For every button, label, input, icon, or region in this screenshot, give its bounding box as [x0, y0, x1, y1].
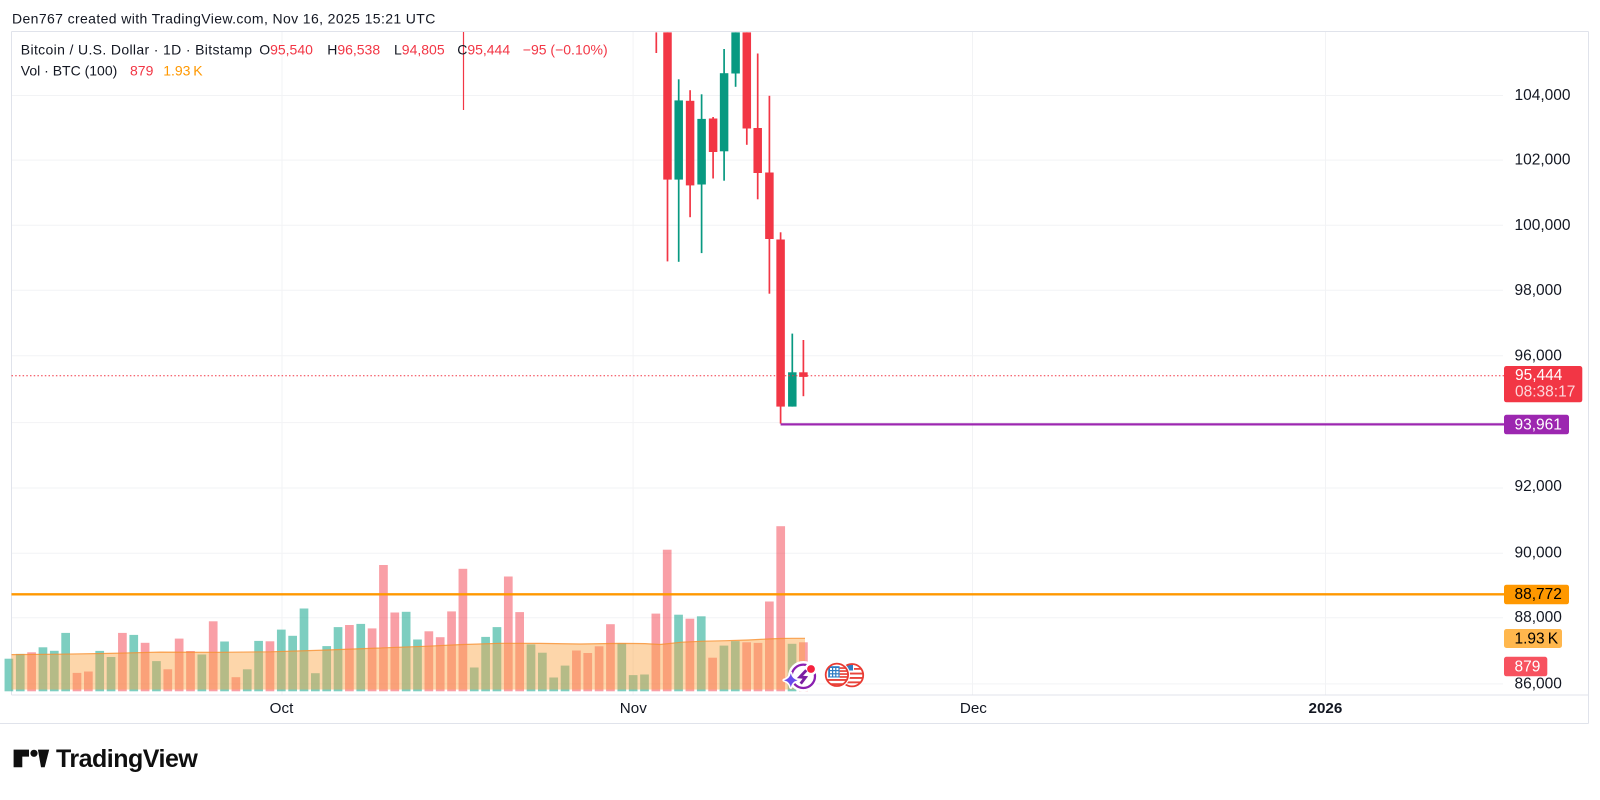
- svg-text:1.93 K: 1.93 K: [163, 63, 203, 79]
- svg-text:102,000: 102,000: [1515, 152, 1571, 169]
- svg-text:Den767 created with TradingVie: Den767 created with TradingView.com, Nov…: [12, 11, 436, 27]
- svg-text:O95,540: O95,540: [259, 42, 313, 58]
- svg-text:−95 (−0.10%): −95 (−0.10%): [523, 42, 608, 58]
- svg-text:2026: 2026: [1309, 700, 1343, 717]
- svg-text:08:38:17: 08:38:17: [1515, 383, 1575, 400]
- svg-text:104,000: 104,000: [1515, 87, 1571, 104]
- svg-text:100,000: 100,000: [1515, 217, 1571, 234]
- svg-text:88,772: 88,772: [1515, 586, 1562, 603]
- svg-text:C95,444: C95,444: [457, 42, 510, 58]
- svg-text:95,444: 95,444: [1515, 367, 1563, 384]
- svg-text:1.93 K: 1.93 K: [1515, 630, 1559, 647]
- svg-text:Bitcoin / U.S. Dollar · 1D · B: Bitcoin / U.S. Dollar · 1D · Bitstamp: [21, 42, 253, 58]
- svg-text:90,000: 90,000: [1515, 545, 1563, 562]
- svg-text:86,000: 86,000: [1515, 675, 1563, 692]
- svg-text:Nov: Nov: [620, 700, 647, 717]
- svg-text:92,000: 92,000: [1515, 478, 1563, 495]
- svg-text:879: 879: [130, 63, 154, 79]
- svg-text:Vol · BTC (100): Vol · BTC (100): [21, 63, 117, 79]
- svg-text:L94,805: L94,805: [394, 42, 445, 58]
- svg-text:Dec: Dec: [960, 700, 987, 717]
- svg-text:879: 879: [1515, 658, 1541, 675]
- svg-text:TradingView: TradingView: [56, 745, 198, 773]
- svg-text:96,000: 96,000: [1515, 348, 1563, 365]
- svg-text:93,961: 93,961: [1515, 416, 1562, 433]
- svg-text:Oct: Oct: [270, 700, 294, 717]
- svg-text:98,000: 98,000: [1515, 282, 1563, 299]
- svg-text:88,000: 88,000: [1515, 609, 1563, 626]
- svg-text:H96,538: H96,538: [327, 42, 380, 58]
